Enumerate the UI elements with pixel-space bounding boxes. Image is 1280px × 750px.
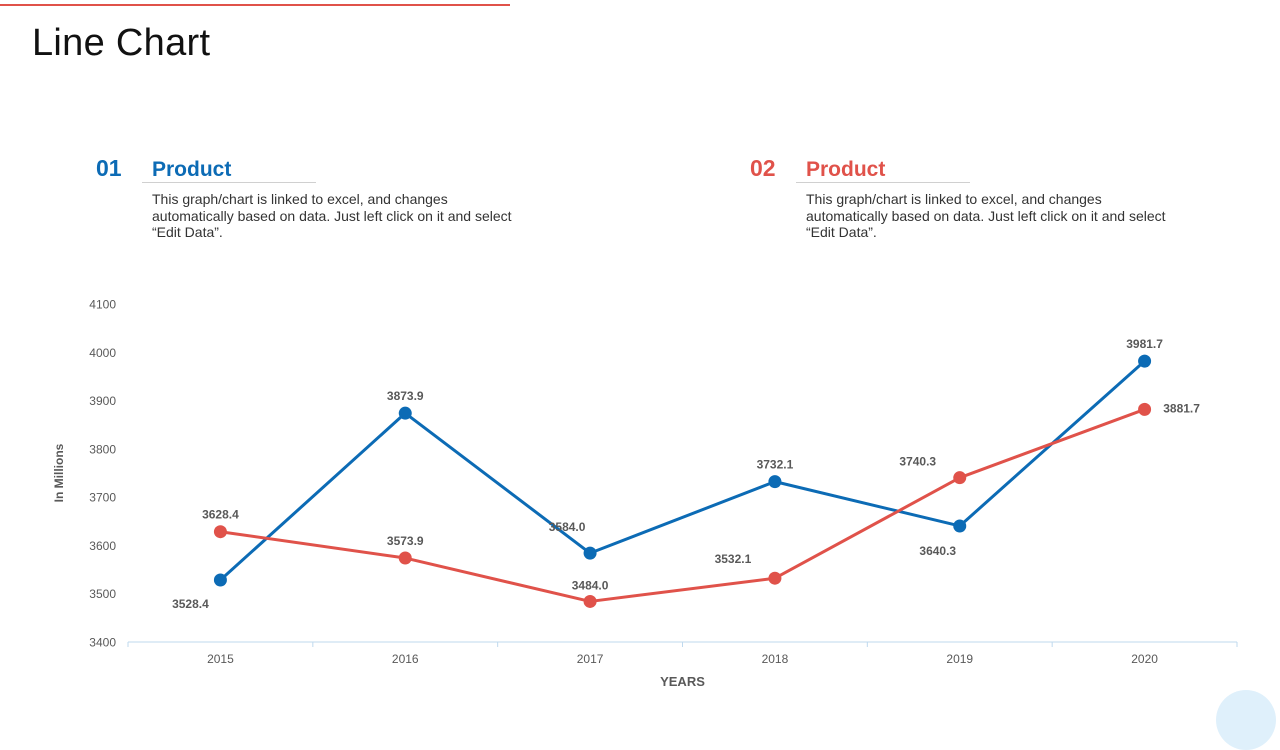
series-1-point bbox=[953, 519, 967, 533]
legend-title: Product bbox=[806, 158, 886, 181]
legend-description: This graph/chart is linked to excel, and… bbox=[806, 191, 1166, 240]
line-chart: 3400 3500 3600 3700 3800 3900 4000 4100 2015 2016… bbox=[52, 298, 1238, 689]
legend-divider bbox=[796, 182, 970, 183]
series-2-point bbox=[768, 571, 782, 585]
series-2-data-label: 3573.9 bbox=[387, 534, 424, 548]
y-tick-label: 3900 bbox=[89, 394, 116, 408]
x-tick-label: 2015 bbox=[207, 652, 234, 666]
series-2-point bbox=[1138, 402, 1152, 416]
y-tick-label: 3500 bbox=[89, 587, 116, 601]
x-tick-label: 2017 bbox=[577, 652, 604, 666]
series-1-point bbox=[768, 475, 782, 489]
series-2-data-label: 3628.4 bbox=[202, 508, 239, 522]
legend-title: Product bbox=[152, 158, 232, 181]
series-2-data-label: 3881.7 bbox=[1163, 401, 1200, 415]
series-2-point bbox=[953, 471, 967, 485]
x-axis-title: YEARS bbox=[660, 674, 705, 689]
y-tick-label: 4100 bbox=[89, 298, 116, 312]
y-tick-label: 4000 bbox=[89, 346, 116, 360]
x-tick-label: 2019 bbox=[946, 652, 973, 666]
series-2-point bbox=[583, 594, 597, 608]
page-title: Line Chart bbox=[32, 22, 211, 64]
series-1-line bbox=[219, 360, 1146, 582]
legend-description: This graph/chart is linked to excel, and… bbox=[152, 191, 512, 240]
series-1-data-label: 3640.3 bbox=[919, 544, 956, 558]
series-1-point bbox=[1138, 354, 1152, 368]
y-tick-label: 3700 bbox=[89, 491, 116, 505]
x-tick-label: 2020 bbox=[1131, 652, 1158, 666]
series-2-data-label: 3484.0 bbox=[572, 578, 609, 592]
legend-number: 02 bbox=[750, 155, 776, 181]
series-2-data-label: 3740.3 bbox=[899, 455, 936, 469]
series-1-data-label: 3981.7 bbox=[1126, 337, 1163, 351]
y-tick-label: 3400 bbox=[89, 636, 116, 650]
series-2-point bbox=[213, 525, 227, 539]
series-1-point bbox=[583, 546, 597, 560]
corner-decoration bbox=[1216, 690, 1276, 750]
series-1-data-label: 3732.1 bbox=[757, 458, 794, 472]
series-2-data-label: 3532.1 bbox=[715, 552, 752, 566]
x-tick-label: 2016 bbox=[392, 652, 419, 666]
legend-divider bbox=[142, 182, 316, 183]
series-1-data-label: 3584.0 bbox=[549, 520, 586, 534]
y-tick-label: 3600 bbox=[89, 539, 116, 553]
series-1-point bbox=[398, 406, 412, 420]
series-2-line bbox=[220, 408, 1146, 603]
series-2-point bbox=[398, 551, 412, 565]
legend-number: 01 bbox=[96, 155, 122, 181]
x-tick-label: 2018 bbox=[762, 652, 789, 666]
series-1-data-label: 3528.4 bbox=[172, 597, 209, 611]
y-axis-title: In Millions bbox=[52, 443, 66, 502]
y-tick-label: 3800 bbox=[89, 442, 116, 456]
series-1-point bbox=[213, 573, 227, 587]
series-1-data-label: 3873.9 bbox=[387, 389, 424, 403]
title-accent-line bbox=[0, 4, 510, 6]
